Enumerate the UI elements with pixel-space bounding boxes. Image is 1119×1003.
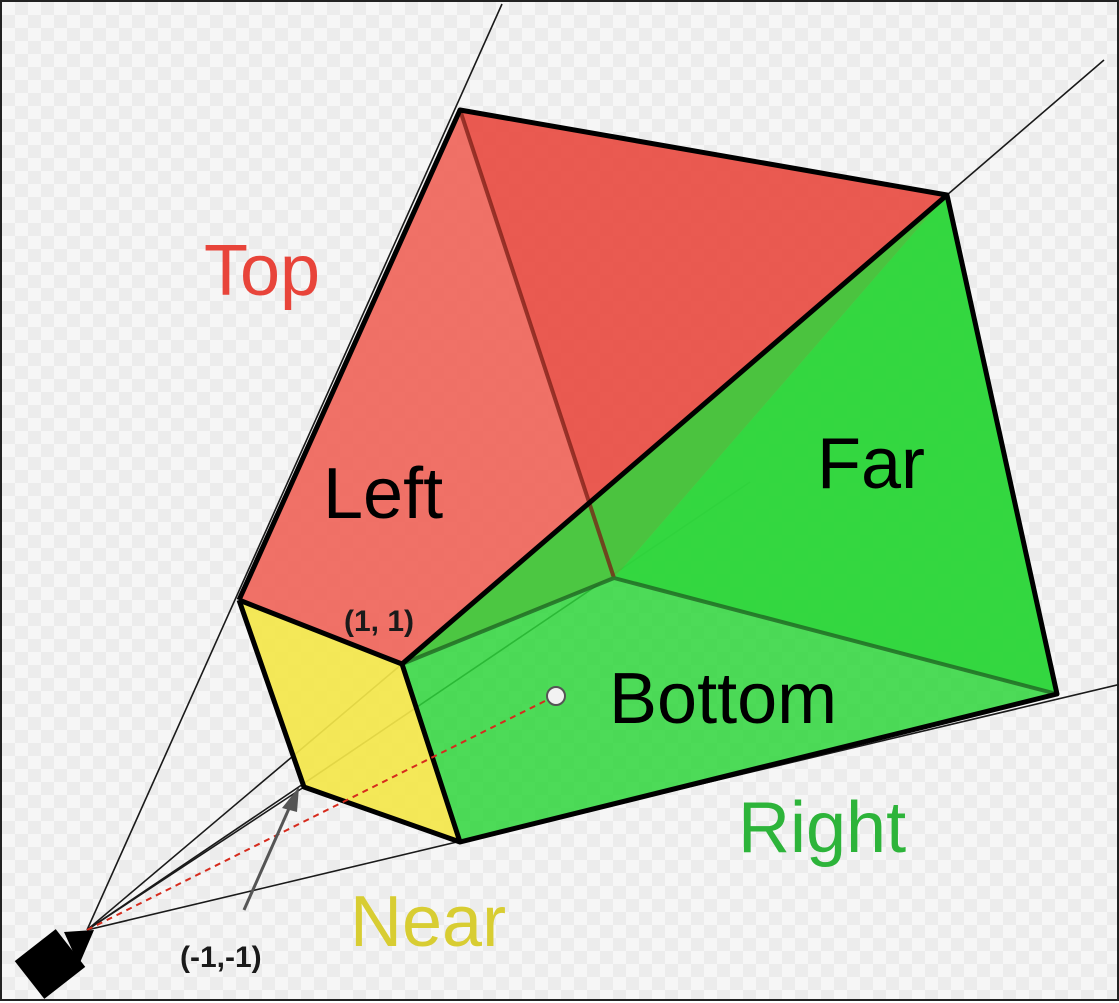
- label-left: Left: [323, 454, 443, 534]
- right-face: [402, 195, 1057, 842]
- camera-icon: [14, 929, 94, 999]
- label-near: Near: [350, 882, 506, 962]
- near-face: [239, 600, 460, 842]
- hidden-edges: [401, 109, 1058, 696]
- left-face: [239, 110, 614, 664]
- label-coord-top: (1, 1): [344, 605, 414, 638]
- label-far: Far: [817, 424, 925, 504]
- label-coord-bottom: (-1,-1): [180, 941, 262, 974]
- label-top: Top: [204, 231, 320, 311]
- arrow-icon: [242, 787, 299, 911]
- ray-far-top-right: [946, 59, 1105, 196]
- frustum-edges: [236, 107, 1060, 845]
- ray-near-bottom: [86, 786, 305, 931]
- pick-point: [546, 686, 566, 706]
- ray-top-left: [86, 3, 503, 931]
- label-right: Right: [738, 788, 906, 868]
- top-face: [460, 110, 947, 578]
- label-bottom: Bottom: [609, 659, 837, 739]
